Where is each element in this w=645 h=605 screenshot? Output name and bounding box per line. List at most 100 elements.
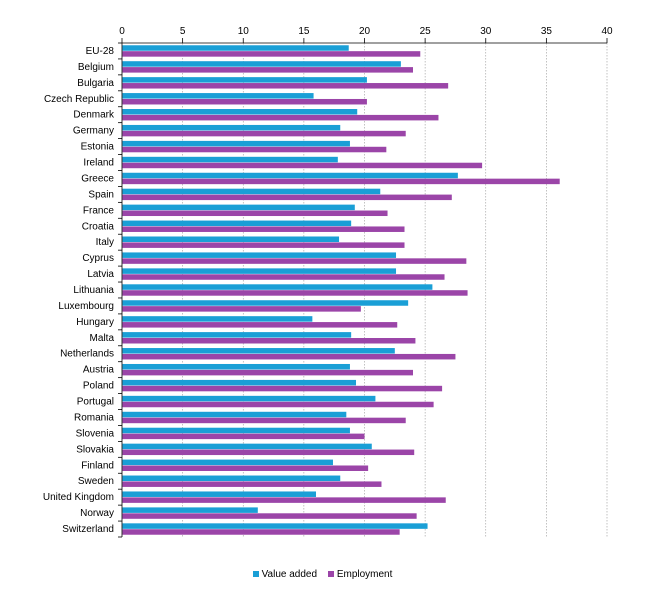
bar-value-added-hungary [122,316,313,322]
bar-value-added-sweden [122,475,341,482]
category-label-sweden: Sweden [78,476,114,487]
bar-value-added-latvia [122,268,397,274]
bar-value-added-ireland [122,156,338,163]
category-label-finland: Finland [81,460,114,471]
bar-employment-lithuania [122,290,468,296]
bar-employment-slovakia [122,449,415,456]
bar-employment-portugal [122,401,434,408]
bar-employment-romania [122,417,406,424]
bar-value-added-finland [122,459,333,466]
category-label-eu-28: EU-28 [86,46,115,57]
bar-value-added-greece [122,172,458,179]
bar-value-added-norway [122,507,258,513]
bar-employment-latvia [122,274,445,280]
category-label-italy: Italy [96,237,114,248]
bar-employment-slovenia [122,433,365,440]
bar-employment-hungary [122,322,398,328]
bar-employment-malta [122,338,416,344]
bar-employment-greece [122,178,560,185]
bar-value-added-luxembourg [122,300,409,306]
category-label-slovenia: Slovenia [76,428,115,439]
bar-value-added-denmark [122,109,358,115]
bar-value-added-portugal [122,395,376,402]
category-label-slovakia: Slovakia [76,444,114,455]
category-label-germany: Germany [73,126,114,137]
legend-item-employment: Employment [327,569,393,580]
bar-employment-austria [122,369,413,376]
category-label-norway: Norway [80,508,114,519]
bar-employment-eu-28 [122,51,421,57]
x-tick-label-35: 35 [541,26,553,37]
category-label-france: France [83,205,115,216]
bar-employment-netherlands [122,353,456,360]
bar-value-added-cyprus [122,252,397,258]
category-label-netherlands: Netherlands [60,349,114,360]
bar-value-added-france [122,204,355,211]
bar-value-added-netherlands [122,348,395,354]
bar-value-added-bulgaria [122,77,367,83]
legend-swatch-employment [327,571,334,578]
bar-value-added-spain [122,188,381,195]
x-tick-label-5: 5 [180,26,186,37]
x-tick-label-30: 30 [480,26,492,37]
legend-item-value-added: Value added [252,569,318,580]
x-tick-label-15: 15 [298,26,310,37]
x-tick-label-25: 25 [420,26,432,37]
bar-employment-spain [122,194,452,201]
bar-value-added-malta [122,332,352,338]
bar-value-added-belgium [122,61,401,67]
category-label-croatia: Croatia [82,221,115,232]
bar-employment-ireland [122,162,483,169]
category-label-hungary: Hungary [76,317,114,328]
category-label-luxembourg: Luxembourg [58,301,114,312]
bar-employment-italy [122,242,405,248]
bar-employment-denmark [122,114,439,121]
bar-employment-norway [122,513,417,519]
bar-employment-cyprus [122,258,467,264]
bar-employment-sweden [122,481,382,487]
legend: Value added Employment [0,569,645,580]
bar-employment-belgium [122,67,413,73]
category-label-latvia: Latvia [87,269,114,280]
legend-label-employment: Employment [336,569,393,580]
bar-employment-croatia [122,226,405,232]
category-label-austria: Austria [83,365,115,376]
bar-employment-bulgaria [122,83,449,89]
bar-value-added-austria [122,363,350,370]
bar-value-added-czech-republic [122,93,314,99]
category-label-malta: Malta [90,333,115,344]
bar-value-added-estonia [122,140,350,147]
bar-employment-switzerland [122,529,400,535]
category-label-estonia: Estonia [81,142,115,153]
bar-value-added-switzerland [122,523,428,529]
category-label-poland: Poland [83,381,114,392]
category-label-lithuania: Lithuania [73,285,114,296]
category-label-ireland: Ireland [83,158,114,169]
bar-employment-luxembourg [122,306,361,312]
bar-value-added-italy [122,236,340,242]
bar-employment-france [122,210,388,217]
bar-value-added-poland [122,379,357,386]
category-label-spain: Spain [88,189,114,200]
category-label-united-kingdom: United Kingdom [43,492,114,503]
bar-value-added-germany [122,124,341,131]
bar-employment-germany [122,130,406,137]
x-tick-label-20: 20 [359,26,371,37]
bar-value-added-croatia [122,220,352,227]
bar-value-added-slovakia [122,443,372,450]
x-tick-label-10: 10 [238,26,250,37]
category-label-romania: Romania [74,412,114,423]
category-label-switzerland: Switzerland [62,524,114,535]
bar-value-added-romania [122,411,347,418]
legend-label-value-added: Value added [261,569,318,580]
category-label-belgium: Belgium [78,62,114,73]
category-label-portugal: Portugal [77,397,114,408]
legend-swatch-value-added [252,571,259,578]
bar-employment-poland [122,385,443,392]
bar-value-added-eu-28 [122,45,349,51]
category-label-cyprus: Cyprus [82,253,114,264]
category-label-denmark: Denmark [73,110,115,121]
category-label-greece: Greece [81,173,114,184]
